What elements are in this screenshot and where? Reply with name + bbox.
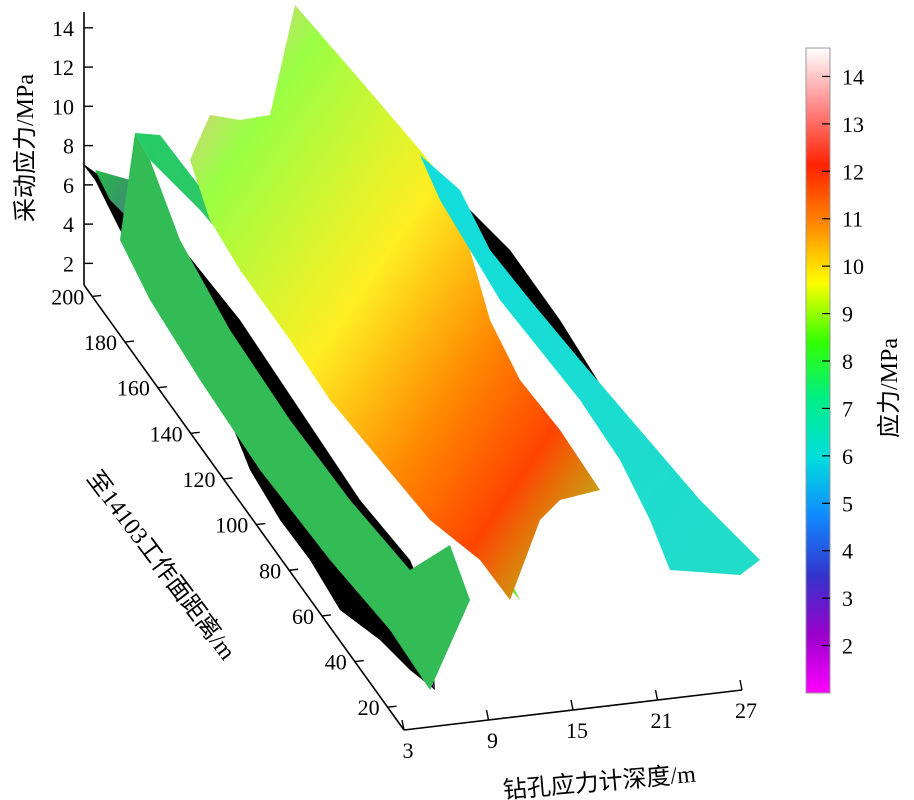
y-axis-line: [83, 284, 405, 731]
y-tick-label-7: 160: [117, 376, 150, 401]
y-tick-mark-3: [289, 568, 299, 571]
x-tick-label-4: 27: [735, 698, 757, 723]
y-tick-label-6: 140: [150, 421, 183, 446]
y-tick-mark-9: [92, 294, 102, 298]
y-tick-mark-4: [256, 522, 266, 526]
y-tick-mark-8: [124, 340, 135, 343]
colorbar-tick-label-5: 7: [842, 396, 853, 421]
z-ticks: 2 4 6 8 10 12 14: [52, 16, 93, 276]
colorbar-ticks: 2 3 4 5 6 7 8 9 10 11 12 13 14: [822, 64, 864, 659]
x-tick-mark-0: [401, 719, 405, 731]
x-tick-mark-4: [739, 679, 743, 691]
surface-ridge: [190, 5, 600, 600]
x-tick-mark-2: [570, 699, 574, 711]
z-tick-label-5: 12: [52, 55, 74, 80]
y-tick-label-3: 80: [259, 558, 281, 583]
colorbar-tick-label-7: 9: [842, 302, 853, 327]
y-tick-mark-5: [223, 477, 233, 480]
colorbar-tick-label-3: 5: [842, 491, 853, 516]
z-tick-label-2: 6: [63, 173, 74, 198]
colorbar-tick-label-12: 14: [842, 64, 864, 89]
y-tick-mark-2: [321, 614, 332, 617]
surface-slab-green-side: [120, 133, 470, 690]
colorbar-label: 应力/MPa: [876, 338, 903, 438]
z-tick-label-3: 8: [63, 134, 74, 159]
x-tick-mark-1: [485, 709, 490, 721]
colorbar-tick-label-8: 10: [842, 254, 864, 279]
x-tick-label-1: 9: [487, 728, 498, 753]
x-axis-label: 钻孔应力计深度/m: [502, 761, 697, 800]
y-tick-label-1: 40: [325, 650, 347, 675]
y-tick-label-8: 180: [84, 330, 117, 355]
z-tick-label-1: 4: [63, 212, 74, 237]
y-tick-mark-1: [354, 659, 364, 663]
x-tick-mark-3: [654, 689, 659, 701]
stress-surface: [82, 5, 760, 690]
y-tick-mark-7: [157, 385, 167, 389]
colorbar: 2 3 4 5 6 7 8 9 10 11 12 13 14 应力/MPa: [805, 47, 903, 694]
colorbar-tick-label-10: 12: [842, 159, 864, 184]
colorbar-gradient: [805, 47, 831, 694]
x-tick-label-3: 21: [651, 708, 673, 733]
colorbar-tick-label-11: 13: [842, 112, 864, 137]
y-tick-mark-0: [387, 705, 397, 708]
x-tick-label-0: 3: [403, 738, 414, 763]
z-axis-label: 采动应力/MPa: [12, 74, 39, 222]
y-tick-label-9: 200: [51, 284, 84, 309]
x-ticks: 3 9 15 21 27: [401, 679, 757, 763]
y-tick-label-5: 120: [182, 467, 215, 492]
surface-sheet-cyan: [420, 155, 760, 575]
x-tick-label-2: 15: [566, 718, 588, 743]
y-tick-label-4: 100: [215, 513, 248, 538]
y-tick-label-0: 20: [358, 695, 380, 720]
colorbar-tick-label-6: 8: [842, 349, 853, 374]
colorbar-tick-label-2: 4: [842, 539, 853, 564]
y-axis-label: 至14103工作面距离/m: [81, 466, 241, 666]
y-tick-label-2: 60: [292, 604, 314, 629]
colorbar-tick-label-0: 2: [842, 634, 853, 659]
z-tick-label-6: 14: [52, 16, 74, 41]
y-tick-mark-6: [190, 431, 200, 435]
colorbar-tick-label-1: 3: [842, 586, 853, 611]
colorbar-tick-label-4: 6: [842, 444, 853, 469]
colorbar-tick-label-9: 11: [842, 207, 863, 232]
z-tick-label-0: 2: [63, 251, 74, 276]
z-tick-label-4: 10: [52, 94, 74, 119]
